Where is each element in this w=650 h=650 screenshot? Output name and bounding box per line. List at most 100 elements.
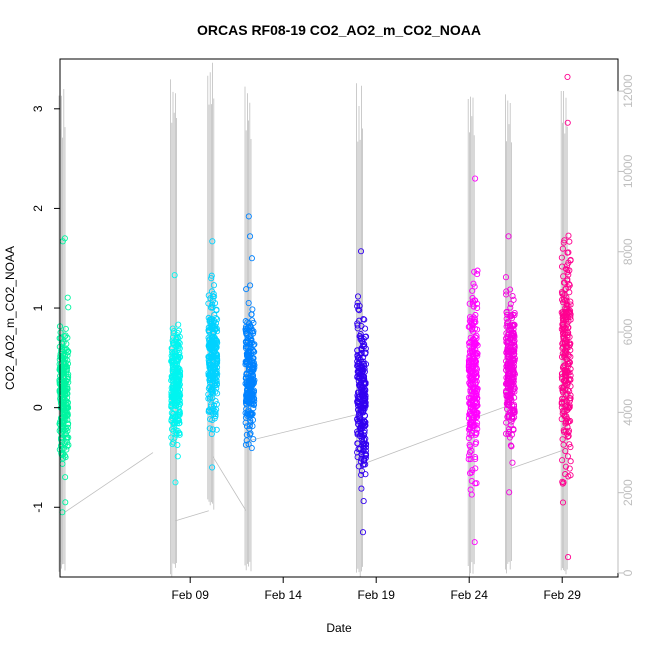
point-rf08-249 <box>62 379 69 386</box>
point-rf10-116 <box>210 282 217 289</box>
point-rf15-140 <box>565 432 572 440</box>
point-rf13-252 <box>472 403 480 410</box>
point-rf14-228 <box>505 372 512 379</box>
point-rf14-21 <box>510 296 517 303</box>
point-rf13-29 <box>473 332 480 339</box>
point-rf15-84 <box>558 254 565 261</box>
point-rf13-202 <box>466 425 474 432</box>
point-rf11-212 <box>246 377 253 384</box>
point-rf11-190 <box>247 282 254 289</box>
point-rf14-254 <box>508 380 515 388</box>
altitude-layer <box>58 62 568 577</box>
point-rf13-136 <box>474 425 481 433</box>
x-axis-label: Date <box>326 621 352 635</box>
point-rf08-240 <box>57 354 64 361</box>
point-rf15-179 <box>559 387 566 394</box>
point-rf08-242 <box>63 397 70 404</box>
point-rf12-227 <box>358 407 365 414</box>
point-rf11-146 <box>250 436 257 443</box>
point-rf14-121 <box>502 274 510 281</box>
point-rf10-169 <box>208 318 215 325</box>
point-rf15-222 <box>566 404 573 411</box>
point-rf12-232 <box>359 391 366 398</box>
point-rf09-239 <box>174 355 181 362</box>
point-rf15-153 <box>560 398 567 405</box>
point-rf12-249 <box>356 418 364 425</box>
point-rf08-95 <box>62 332 69 339</box>
point-rf08-113 <box>62 325 69 332</box>
point-rf09-149 <box>168 409 175 417</box>
point-rf15-238 <box>559 345 566 352</box>
point-rf12-198 <box>354 399 361 406</box>
plot-frame <box>59 58 619 578</box>
point-rf08-254 <box>61 426 68 433</box>
point-rf14-226 <box>504 348 511 356</box>
point-rf11-256 <box>242 441 249 448</box>
point-rf13-255 <box>474 271 481 278</box>
point-rf12-212 <box>357 336 364 343</box>
point-rf14-138 <box>503 288 510 295</box>
point-rf12-250 <box>360 335 367 343</box>
point-rf09-241 <box>170 420 177 428</box>
point-rf14-252 <box>509 415 516 422</box>
point-rf14-164 <box>509 293 516 300</box>
point-rf13-246 <box>467 339 474 346</box>
point-rf12-117 <box>354 299 361 306</box>
point-rf10-185 <box>206 360 213 367</box>
point-rf08-150 <box>62 431 69 438</box>
altitude-connector-0 <box>63 452 154 514</box>
point-rf10-219 <box>206 383 213 391</box>
point-rf14-257 <box>509 368 516 375</box>
point-rf09-147 <box>169 325 176 332</box>
point-rf13-127 <box>472 456 479 463</box>
point-rf10-255 <box>206 425 213 432</box>
point-rf14-181 <box>510 341 518 348</box>
point-rf15-220 <box>563 313 570 320</box>
point-rf09-247 <box>174 334 181 341</box>
point-rf09-223 <box>176 371 183 379</box>
point-rf15-158 <box>564 419 572 426</box>
point-rf14-206 <box>504 340 511 347</box>
x-axis: Feb 09 Feb 14 Feb 19 Feb 24 Feb 29 <box>172 577 581 602</box>
point-rf09-240 <box>168 374 176 381</box>
point-rf09-237 <box>168 377 175 384</box>
point-rf12-152 <box>358 471 365 478</box>
point-rf12-200 <box>354 428 361 435</box>
outlier-rf12-1 <box>359 529 367 536</box>
point-rf13-151 <box>466 317 473 325</box>
point-rf08-241 <box>63 401 70 408</box>
point-rf14-258 <box>508 431 515 438</box>
point-rf09-236 <box>175 377 182 384</box>
point-rf13-237 <box>468 369 475 376</box>
point-rf09-253 <box>175 383 182 390</box>
point-rf13-176 <box>469 300 476 307</box>
point-rf13-248 <box>470 402 477 409</box>
point-rf08-252 <box>61 404 68 411</box>
point-rf11-100 <box>248 410 255 417</box>
outlier-rf14-0 <box>505 233 512 240</box>
point-rf13-143 <box>474 409 481 416</box>
point-rf14-239 <box>510 407 518 414</box>
altitude-connector-3 <box>249 413 358 441</box>
point-rf11-252 <box>245 383 252 390</box>
point-rf14-151 <box>510 409 517 416</box>
point-rf13-210 <box>471 422 478 429</box>
point-rf15-200 <box>560 343 567 351</box>
y-tick-label-2: 1 <box>31 304 45 311</box>
point-rf15-258 <box>566 388 573 395</box>
point-rf13-110 <box>474 413 481 420</box>
point-rf12-33 <box>358 485 365 492</box>
point-rf12-257 <box>359 433 366 440</box>
point-rf11-242 <box>248 376 255 383</box>
outlier-rf15-1 <box>564 119 571 126</box>
point-rf10-229 <box>209 301 216 308</box>
point-rf11-255 <box>246 358 253 365</box>
point-rf12-240 <box>359 376 366 383</box>
point-rf10-238 <box>212 398 219 405</box>
point-rf13-243 <box>473 388 481 395</box>
point-rf09-238 <box>170 394 177 401</box>
point-rf14-148 <box>504 320 511 327</box>
point-rf13-227 <box>472 454 479 461</box>
point-rf14-210 <box>507 395 514 402</box>
